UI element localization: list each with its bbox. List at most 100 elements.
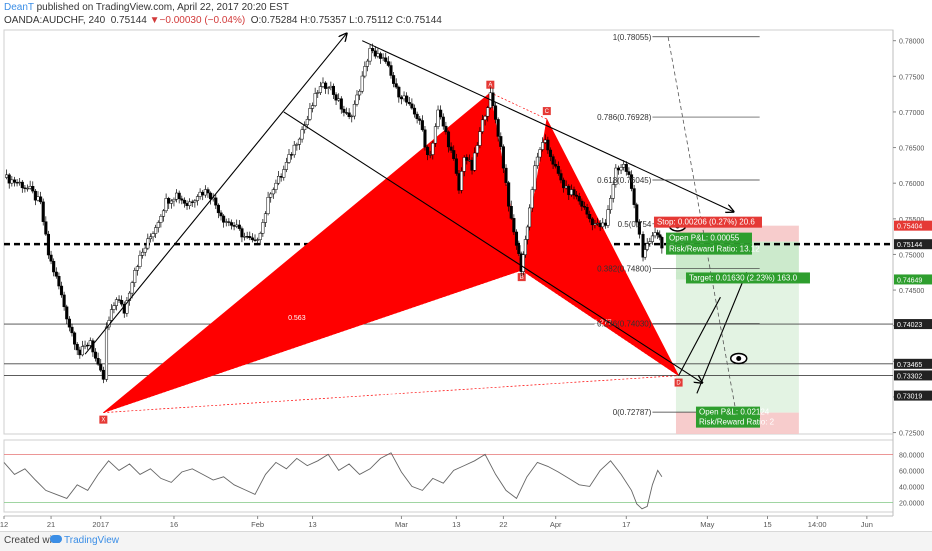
price-highlight-label: 0.75404 bbox=[897, 224, 922, 231]
candle bbox=[415, 113, 419, 120]
candle bbox=[512, 218, 516, 233]
publish-info: published on TradingView.com, April 22, … bbox=[33, 2, 289, 13]
candle bbox=[392, 75, 396, 84]
author-link[interactable]: DeanT bbox=[4, 2, 34, 13]
candle bbox=[59, 285, 64, 296]
risk-reward-label: Risk/Reward Ratio: 13.12 bbox=[669, 245, 760, 254]
candle bbox=[214, 197, 218, 206]
candle bbox=[609, 198, 613, 210]
trend-line bbox=[84, 34, 346, 355]
candle bbox=[509, 206, 513, 219]
candle bbox=[130, 282, 134, 294]
candle bbox=[269, 193, 273, 198]
candle bbox=[548, 149, 553, 157]
candle bbox=[418, 118, 422, 121]
candle bbox=[473, 152, 477, 171]
candle bbox=[538, 149, 542, 158]
time-tick-label: May bbox=[700, 520, 714, 529]
created-with-label: Created with bbox=[4, 535, 61, 546]
trend-line bbox=[678, 296, 721, 376]
candle bbox=[175, 192, 179, 200]
symbol-line: OANDA:AUDCHF, 240 0.75144 ▼−0.00030 (−0.… bbox=[4, 15, 442, 26]
chart-canvas[interactable]: X A B C D 0.563 0.768 1.277 0.883 1(0.78055) 0.786… bbox=[0, 0, 932, 531]
candle bbox=[656, 232, 660, 235]
candle bbox=[52, 260, 56, 273]
candle bbox=[23, 187, 27, 189]
price-highlight-box bbox=[894, 319, 932, 330]
time-tick-label: 13 bbox=[452, 520, 460, 529]
candle bbox=[276, 176, 281, 184]
candle bbox=[384, 57, 388, 62]
pattern-triangle-bcd bbox=[521, 118, 679, 376]
stop-label-box bbox=[653, 216, 762, 228]
oscillator-line bbox=[3, 452, 663, 510]
target-label-box bbox=[685, 272, 810, 284]
candle bbox=[237, 224, 241, 229]
pattern-ratio-line bbox=[103, 269, 522, 413]
candle bbox=[410, 103, 414, 109]
candle bbox=[57, 276, 61, 287]
change-down-icon: ▼ bbox=[149, 15, 160, 26]
candle bbox=[287, 154, 291, 163]
price-tick-label: 0.77500 bbox=[899, 74, 924, 81]
candle bbox=[101, 369, 105, 380]
candle bbox=[180, 198, 184, 201]
candle bbox=[316, 92, 320, 94]
candle bbox=[342, 108, 346, 113]
candle bbox=[146, 238, 150, 249]
candle bbox=[73, 332, 77, 345]
candle bbox=[648, 241, 652, 244]
time-tick-label: Apr bbox=[550, 520, 562, 529]
candle bbox=[535, 156, 539, 167]
candle bbox=[36, 196, 40, 201]
candle bbox=[33, 190, 37, 201]
ratio-label: 0.768 bbox=[510, 103, 528, 110]
pivot-label: A bbox=[488, 83, 492, 89]
candle bbox=[632, 188, 636, 205]
candle bbox=[470, 159, 474, 171]
candle bbox=[494, 105, 498, 120]
high-value: H:0.75357 bbox=[300, 15, 347, 26]
candle bbox=[83, 344, 87, 347]
candle bbox=[405, 95, 409, 103]
candle bbox=[603, 222, 607, 226]
candle bbox=[483, 115, 487, 121]
candle bbox=[261, 222, 265, 234]
tradingview-brand-link[interactable]: TradingView bbox=[64, 535, 120, 546]
candle bbox=[39, 196, 43, 203]
candle bbox=[444, 125, 448, 133]
candle bbox=[595, 222, 600, 225]
price-highlight-label: 0.73019 bbox=[897, 394, 922, 401]
candle bbox=[334, 94, 338, 101]
fib-level-label: 0.5(0.754 bbox=[618, 220, 652, 229]
candle bbox=[624, 164, 628, 172]
pattern-ratio-line bbox=[103, 375, 679, 413]
candle bbox=[324, 82, 328, 89]
candle bbox=[598, 222, 602, 228]
candle bbox=[627, 171, 631, 175]
oscillator-pane[interactable] bbox=[3, 439, 894, 513]
candle bbox=[381, 57, 385, 59]
candle bbox=[300, 129, 304, 140]
candle bbox=[148, 236, 152, 240]
fib-level-label: 0.618(0.76045) bbox=[597, 176, 652, 185]
chart-header: DeanT published on TradingView.com, Apri… bbox=[0, 0, 932, 28]
candle bbox=[475, 145, 479, 154]
candle bbox=[263, 213, 268, 223]
candle bbox=[426, 146, 430, 155]
price-tick-label: 0.76500 bbox=[899, 146, 924, 153]
candle bbox=[593, 223, 597, 226]
eye-pupil bbox=[736, 355, 742, 361]
candle bbox=[660, 237, 664, 249]
time-tick-label: Jun bbox=[861, 520, 873, 529]
candle bbox=[407, 102, 411, 105]
candle bbox=[643, 249, 647, 258]
last-price: 0.75144 bbox=[110, 15, 147, 26]
candle bbox=[588, 214, 592, 220]
candle bbox=[344, 112, 349, 114]
candle bbox=[363, 66, 367, 77]
candle bbox=[352, 103, 356, 117]
candle bbox=[580, 200, 584, 207]
candle bbox=[452, 150, 456, 159]
candle bbox=[224, 221, 228, 223]
